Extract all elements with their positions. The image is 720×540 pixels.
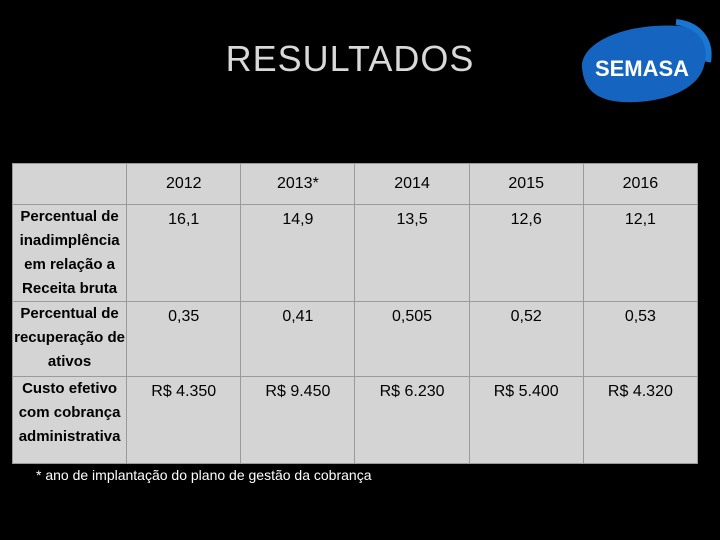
footnote: * ano de implantação do plano de gestão … bbox=[36, 467, 372, 483]
table-row: Percentual de inadimplência em relação a… bbox=[11, 204, 699, 302]
table-cell: 0,41 bbox=[240, 301, 356, 377]
results-table: 2012 2013* 2014 2015 2016 Percentual de … bbox=[11, 163, 699, 464]
year-header: 2016 bbox=[582, 163, 699, 205]
row-label: Percentual de inadimplência em relação a… bbox=[11, 204, 128, 302]
table-cell: R$ 5.400 bbox=[468, 376, 584, 464]
table-cell: R$ 9.450 bbox=[240, 376, 356, 464]
semasa-logo: SEMASA bbox=[581, 19, 712, 103]
table-cell: R$ 4.320 bbox=[582, 376, 699, 464]
row-label: Custo efetivo com cobrança administrativ… bbox=[11, 376, 128, 464]
year-header: 2014 bbox=[354, 163, 470, 205]
table-cell: R$ 4.350 bbox=[126, 376, 242, 464]
table-cell: 0,53 bbox=[582, 301, 699, 377]
logo-text: SEMASA bbox=[595, 56, 689, 81]
table-cell: 0,505 bbox=[354, 301, 470, 377]
year-header: 2013* bbox=[240, 163, 356, 205]
table-row: Percentual de recuperação de ativos 0,35… bbox=[11, 301, 699, 377]
table-cell: 16,1 bbox=[126, 204, 242, 302]
empty-header-cell bbox=[11, 163, 128, 205]
table-cell: 0,35 bbox=[126, 301, 242, 377]
table-row: Custo efetivo com cobrança administrativ… bbox=[11, 376, 699, 464]
year-header: 2012 bbox=[126, 163, 242, 205]
table-cell: 13,5 bbox=[354, 204, 470, 302]
table-cell: 12,1 bbox=[582, 204, 699, 302]
table-cell: 0,52 bbox=[468, 301, 584, 377]
year-header: 2015 bbox=[468, 163, 584, 205]
row-label: Percentual de recuperação de ativos bbox=[11, 301, 128, 377]
table-cell: 12,6 bbox=[468, 204, 584, 302]
table-header-row: 2012 2013* 2014 2015 2016 bbox=[11, 163, 699, 205]
slide-title: RESULTADOS bbox=[225, 38, 475, 79]
table-cell: R$ 6.230 bbox=[354, 376, 470, 464]
table-cell: 14,9 bbox=[240, 204, 356, 302]
